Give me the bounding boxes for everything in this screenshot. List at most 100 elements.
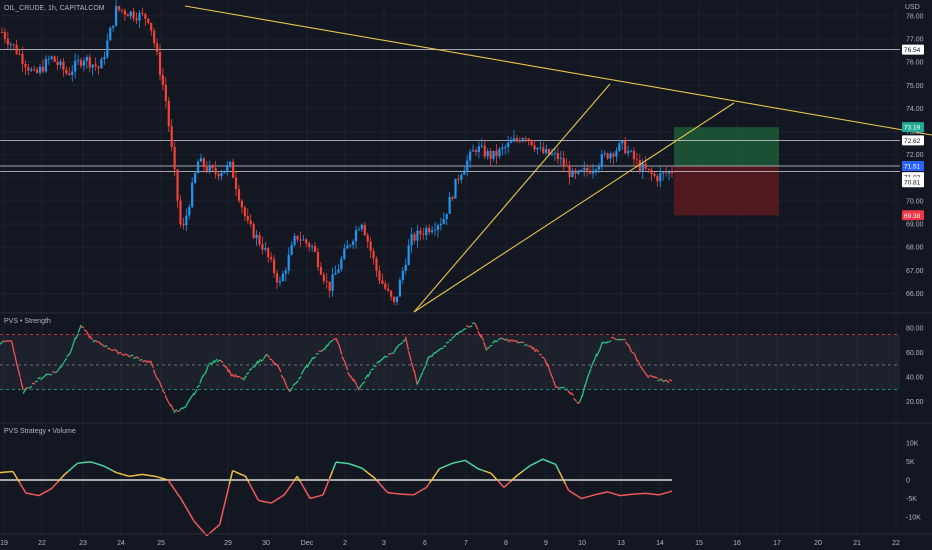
- volume-strategy-segment: [319, 494, 324, 497]
- candle-body: [425, 228, 428, 236]
- strength-segment: [0, 340, 4, 345]
- volume-axis[interactable]: 10K 5K 0 -5K -10K: [906, 440, 921, 521]
- candle-body: [331, 274, 334, 291]
- volume-strategy-segment: [371, 475, 376, 479]
- volume-strategy-segment: [374, 477, 379, 483]
- volume-strategy-pane[interactable]: PVS Strategy • Volume 10K 5K 0 -5K -10K: [0, 428, 921, 537]
- candle-body: [606, 153, 609, 159]
- strength-segment: [645, 373, 650, 379]
- candle-body: [451, 197, 454, 199]
- strength-segment: [596, 349, 601, 357]
- price-pane[interactable]: OIL_CRUDE, 1h, CAPITALCOM USD 78.00 77.00…: [0, 0, 932, 534]
- strength-segment: [312, 356, 317, 360]
- volume-strategy-segment: [25, 492, 30, 495]
- candle-body: [562, 158, 565, 167]
- candle-body: [179, 200, 182, 225]
- candle-body: [413, 234, 416, 241]
- candle-body: [466, 160, 469, 171]
- strength-segment: [133, 356, 137, 360]
- strength-axis[interactable]: 80.00 60.00 40.00 20.00: [906, 326, 924, 406]
- candle-body: [346, 245, 349, 249]
- strength-segment: [587, 368, 592, 377]
- strength-segment: [34, 380, 38, 383]
- strength-segment: [654, 376, 658, 379]
- volume-strategy-segment: [328, 470, 334, 479]
- candlestick-series: [0, 0, 674, 306]
- volume-strategy-segment: [477, 468, 482, 471]
- candle-body: [56, 61, 59, 66]
- strength-segment: [237, 375, 241, 378]
- position-profit-zone[interactable]: [674, 127, 779, 167]
- candle-body: [392, 296, 396, 302]
- candle-body: [515, 138, 519, 140]
- strength-segment: [10, 340, 16, 355]
- volume-strategy-segment: [209, 529, 214, 534]
- strength-pane[interactable]: PVS • Strength 80.00 60.00 40.00 20.00: [0, 318, 924, 414]
- candle-body: [50, 56, 53, 59]
- candle-body: [182, 224, 185, 226]
- candle-body: [27, 67, 30, 71]
- volume-strategy-segment: [571, 491, 576, 496]
- strength-tick-label: 80.00: [906, 326, 924, 333]
- volume-strategy-segment: [60, 473, 66, 479]
- price-tick-label: 69.00: [906, 222, 924, 229]
- candle-body: [117, 6, 121, 10]
- volume-tick-label: -10K: [906, 515, 921, 522]
- time-tick-label: 15: [695, 540, 703, 547]
- candle-body: [147, 18, 150, 23]
- strength-segment: [109, 348, 114, 352]
- candle-body: [261, 244, 264, 250]
- volume-strategy-segment: [555, 464, 560, 472]
- candle-body: [208, 165, 211, 171]
- volume-strategy-segment: [254, 494, 260, 501]
- candle-body: [650, 169, 653, 174]
- volume-strategy-segment: [73, 462, 79, 467]
- volume-tick-label: 5K: [906, 459, 915, 466]
- candle-body: [609, 153, 612, 159]
- candle-body: [647, 168, 650, 170]
- time-tick-label: 7: [464, 540, 468, 547]
- candle-body: [445, 213, 448, 220]
- trendline[interactable]: [184, 5, 932, 136]
- horizontal-levels[interactable]: [0, 49, 900, 172]
- volume-strategy-segment: [322, 486, 328, 496]
- strength-segment: [503, 338, 508, 341]
- candle-body: [580, 170, 583, 171]
- candle-body: [574, 170, 577, 174]
- candle-body: [158, 51, 162, 76]
- time-tick-label: 29: [224, 540, 232, 547]
- trendline[interactable]: [413, 83, 611, 313]
- strength-segment: [19, 378, 24, 391]
- volume-strategy-segment: [668, 490, 673, 493]
- strength-segment: [483, 341, 488, 352]
- strength-segment: [265, 353, 270, 358]
- candle-body: [612, 153, 615, 157]
- strength-segment: [257, 358, 262, 364]
- trendline-drawings[interactable]: [184, 5, 932, 313]
- trendline[interactable]: [413, 102, 735, 313]
- strength-segment: [564, 388, 569, 391]
- candle-body: [565, 166, 568, 167]
- volume-strategy-segment: [613, 493, 618, 496]
- time-tick-label: 25: [157, 540, 165, 547]
- time-axis[interactable]: 19 22 23 24 25 29 30 Dec 2 3 6 7 8 9 10 13 14 15 16 17 20 21 2…: [0, 540, 900, 547]
- volume-strategy-segment: [564, 483, 570, 491]
- time-tick-label: 14: [656, 540, 664, 547]
- candle-body: [138, 12, 141, 21]
- strength-segment: [269, 358, 273, 361]
- volume-strategy-segment: [218, 510, 224, 525]
- strength-segment: [442, 345, 447, 348]
- candle-body: [123, 10, 126, 15]
- volume-strategy-segment: [67, 468, 72, 473]
- strength-segment: [364, 374, 369, 380]
- candle-body: [489, 150, 492, 159]
- candle-body: [553, 152, 557, 154]
- position-loss-zone[interactable]: [674, 166, 779, 216]
- position-tool[interactable]: [674, 127, 779, 216]
- volume-strategy-segment: [577, 495, 582, 500]
- candle-body: [199, 158, 203, 162]
- strength-segment: [100, 343, 105, 347]
- volume-strategy-segment: [193, 520, 198, 526]
